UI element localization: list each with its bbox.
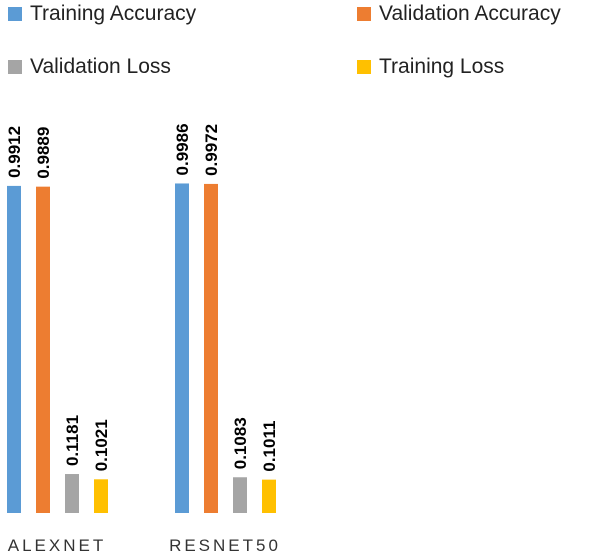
bar-alexnet-training-loss	[94, 479, 108, 513]
legend-swatch-icon	[357, 7, 371, 21]
data-label: 0.9889	[34, 127, 53, 179]
legend-label: Validation Loss	[30, 55, 171, 78]
category-label: RESNET50	[169, 536, 281, 554]
data-label: 0.9912	[5, 126, 24, 178]
data-label: 0.9986	[173, 123, 192, 175]
legend-item-validation-accuracy: Validation Accuracy	[357, 2, 561, 26]
legend-label: Training Accuracy	[30, 2, 197, 25]
bar-alexnet-validation-accuracy	[36, 186, 50, 513]
category-label: ALEXNET	[8, 536, 106, 554]
legend-label: Training Loss	[379, 55, 505, 78]
bar-alexnet-validation-loss	[65, 474, 79, 513]
data-label: 0.1181	[63, 415, 82, 466]
bar-resnet50-training-accuracy	[175, 183, 189, 513]
legend-label: Validation Accuracy	[379, 2, 561, 25]
legend-item-training-loss: Training Loss	[357, 55, 504, 79]
legend-swatch-icon	[8, 7, 22, 21]
legend-swatch-icon	[8, 60, 22, 74]
legend-swatch-icon	[357, 60, 371, 74]
legend-item-validation-loss: Validation Loss	[8, 55, 171, 79]
legend-item-training-accuracy: Training Accuracy	[8, 2, 196, 26]
data-label: 0.1021	[92, 419, 111, 471]
bar-resnet50-training-loss	[262, 479, 276, 513]
data-label: 0.1011	[260, 421, 279, 472]
bar-alexnet-training-accuracy	[7, 185, 21, 514]
data-label: 0.1083	[231, 417, 250, 469]
bar-resnet50-validation-accuracy	[204, 183, 218, 513]
bar-resnet50-validation-loss	[233, 477, 247, 513]
data-label: 0.9972	[202, 124, 221, 176]
